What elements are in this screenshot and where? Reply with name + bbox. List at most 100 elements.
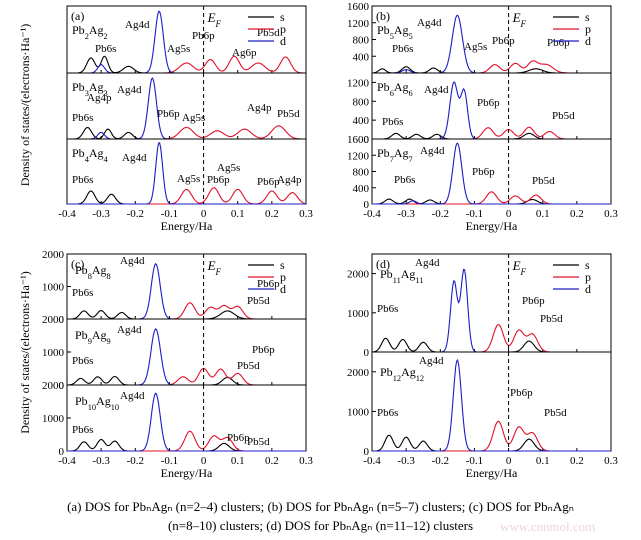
- formula-element: Ag: [89, 23, 104, 37]
- y-tick-label: 0: [364, 199, 370, 211]
- formula-element: Ag: [394, 23, 409, 37]
- series-s-line: [67, 310, 306, 320]
- series-p-line: [67, 125, 306, 140]
- y-tick-label: 1200: [347, 150, 370, 162]
- y-tick-label: 800: [353, 35, 370, 47]
- x-tick-label: 0.2: [570, 208, 584, 220]
- x-axis-label: Energy/Ha: [161, 466, 213, 480]
- panel-label: (a): [71, 9, 84, 23]
- legend-label: d: [280, 282, 286, 296]
- annotation-label: Pb6s: [394, 174, 415, 186]
- annotation-label: Pb5d: [532, 175, 555, 187]
- formula-subscript: 10: [111, 403, 119, 412]
- x-tick-label: -0.2: [127, 208, 144, 220]
- formula-element: Ag: [96, 394, 111, 408]
- x-tick-label: 0.1: [231, 208, 245, 220]
- x-tick-label: 0.1: [231, 455, 245, 467]
- legend-label: p: [585, 270, 591, 284]
- x-tick-label: -0.1: [466, 455, 483, 467]
- formula-subscript: 12: [416, 374, 424, 383]
- formula-subscript: 6: [409, 89, 413, 98]
- x-tick-label: 0.3: [604, 208, 618, 220]
- cluster-label: Pb3Ag3: [72, 80, 108, 98]
- annotation-label: Ag5s: [464, 41, 487, 53]
- cluster-label: Pb5Ag5: [377, 23, 413, 41]
- y-tick-label: 2000: [42, 249, 65, 261]
- formula-element: Pb: [75, 394, 88, 408]
- x-tick-label: -0.4: [58, 455, 76, 467]
- annotation-label: Pb6s: [382, 116, 403, 128]
- formula-subscript: 6: [390, 89, 394, 98]
- formula-element: Pb: [72, 80, 85, 94]
- annotation-label: Ag4d: [120, 390, 145, 402]
- fermi-label-main: E: [512, 258, 521, 273]
- legend-label: p: [280, 22, 286, 36]
- x-tick-label: 0.3: [299, 208, 313, 220]
- y-tick-label: 1000: [347, 308, 370, 320]
- annotation-label: Pb5d: [257, 27, 280, 39]
- annotation-label: Pb5d: [247, 436, 270, 448]
- x-tick-label: 0.3: [299, 455, 313, 467]
- y-tick-label: 800: [353, 96, 370, 108]
- annotation-label: Ag4d: [420, 145, 445, 157]
- legend-label: d: [280, 34, 286, 48]
- x-tick-label: 0.2: [265, 208, 279, 220]
- fermi-label-sub: F: [520, 267, 527, 277]
- y-tick-label: 2000: [347, 269, 370, 281]
- legend-label: s: [280, 258, 285, 272]
- series-p-line: [67, 367, 306, 386]
- y-axis-label: Density of states/(electrons·Ha⁻¹): [18, 271, 32, 434]
- panel-label: (d): [376, 257, 390, 271]
- cluster-label: Pb9Ag9: [75, 328, 111, 346]
- formula-subscript: 11: [393, 276, 401, 285]
- x-axis-label: Energy/Ha: [466, 466, 518, 480]
- series-p-line: [67, 187, 307, 205]
- watermark: www.cnnmol.com: [500, 519, 596, 534]
- annotation-label: Ag5s: [217, 162, 240, 174]
- x-tick-label: -0.2: [432, 455, 449, 467]
- y-tick-label: 0: [59, 314, 65, 326]
- formula-subscript: 5: [409, 32, 413, 41]
- annotation-label: Ag5s: [167, 43, 190, 55]
- caption-line-2: (n=8–10) clusters; (d) DOS for PbₙAgₙ (n…: [167, 518, 474, 533]
- formula-element: Pb: [377, 146, 390, 160]
- formula-element: Ag: [401, 267, 416, 281]
- formula-subscript: 11: [415, 276, 423, 285]
- series-p-line: [372, 126, 611, 140]
- annotation-label: Ag4d: [419, 355, 444, 367]
- annotation-label: Pb6p: [227, 432, 250, 444]
- annotation-label: Pb6s: [72, 112, 93, 124]
- formula-element: Pb: [72, 146, 85, 160]
- annotation-label: Pb6p: [477, 97, 500, 109]
- y-tick-label: 800: [353, 167, 370, 179]
- y-tick-label: 1200: [347, 77, 370, 89]
- formula-element: Ag: [89, 146, 104, 160]
- series-p-line: [372, 324, 611, 353]
- y-tick-label: 400: [353, 51, 370, 63]
- formula-element: Pb: [75, 263, 88, 277]
- y-tick-label: 0: [59, 380, 65, 392]
- panel-label: (c): [71, 257, 84, 271]
- fermi-label: EF: [207, 10, 222, 29]
- y-tick-label: 1600: [347, 1, 370, 13]
- fermi-label: EF: [512, 10, 527, 29]
- y-tick-label: 1000: [42, 282, 65, 294]
- y-tick-label: 0: [364, 347, 370, 359]
- cluster-label: Pb12Ag12: [380, 365, 424, 383]
- x-tick-label: -0.4: [58, 208, 76, 220]
- x-tick-label: 0.1: [536, 455, 550, 467]
- formula-subscript: 2: [85, 32, 89, 41]
- annotation-label: Pb5d: [247, 295, 270, 307]
- legend-label: s: [585, 258, 590, 272]
- annotation-label: Pb6s: [95, 43, 116, 55]
- series-s-line: [67, 190, 306, 205]
- x-tick-label: -0.1: [466, 208, 483, 220]
- formula-element: Ag: [92, 263, 107, 277]
- formula-element: Pb: [377, 23, 390, 37]
- formula-element: Pb: [377, 80, 390, 94]
- annotation-label: Pb5d: [540, 313, 563, 325]
- annotation-label: Pb6p: [257, 176, 280, 188]
- legend-label: s: [585, 10, 590, 24]
- fermi-label: EF: [207, 258, 222, 277]
- x-axis-label: Energy/Ha: [466, 219, 518, 233]
